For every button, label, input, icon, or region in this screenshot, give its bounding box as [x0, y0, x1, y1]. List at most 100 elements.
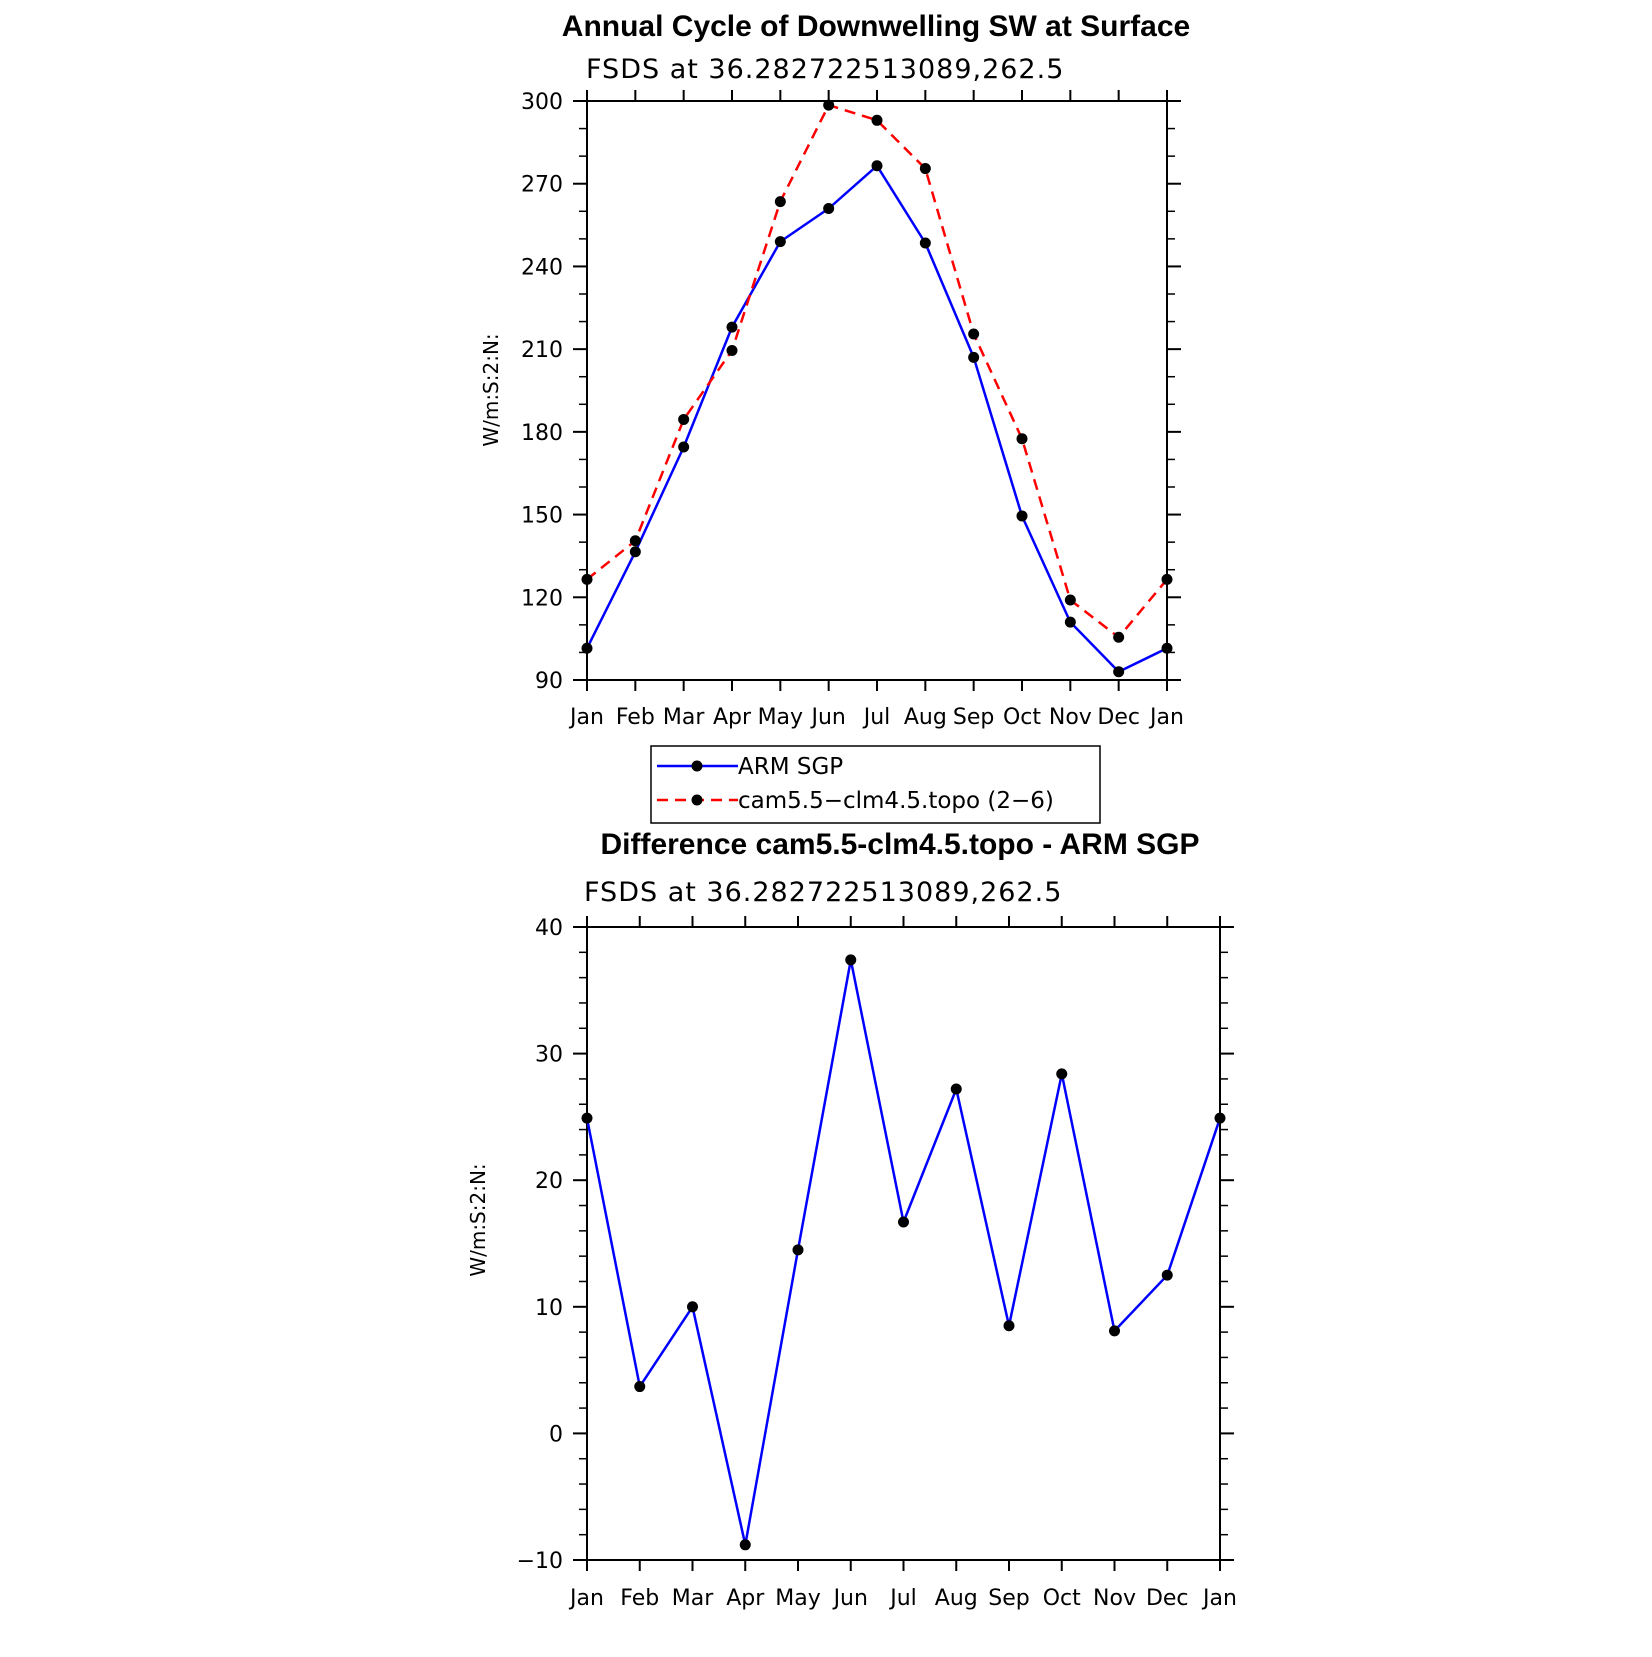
chart1-y-tick-label: 210: [521, 338, 563, 363]
chart2-series-0-point: [1161, 1269, 1173, 1281]
chart2-y-tick-label: 30: [535, 1043, 563, 1068]
chart1-y-tick-label: 300: [521, 90, 563, 115]
chart1-y-tick-label: 120: [521, 586, 563, 611]
chart2-series-0-point: [950, 1083, 962, 1095]
chart1-x-tick-label: Oct: [1003, 705, 1041, 730]
chart1-series-0-point: [629, 546, 641, 558]
chart2-series-0-point: [792, 1244, 804, 1256]
chart1-x-tick-label: Feb: [616, 705, 655, 730]
chart1-frame: [586, 100, 1168, 681]
chart1-series-0-point: [871, 160, 883, 172]
chart1-x-tick-label: Jul: [862, 705, 891, 730]
chart1-series-1-point: [726, 345, 738, 357]
chart2-x-tick-label: Jul: [888, 1586, 917, 1611]
chart2-series-0-point: [687, 1301, 698, 1313]
chart2-x-tick-label: Nov: [1093, 1586, 1136, 1611]
chart2-series-0-point: [739, 1539, 751, 1551]
chart2-frame: [586, 926, 1221, 1561]
chart2-series-0-point: [1214, 1112, 1226, 1124]
chart1-y-tick-label: 150: [521, 504, 563, 529]
chart2-x-tick-label: Jan: [1201, 1586, 1237, 1611]
chart2-x-tick-label: Dec: [1146, 1586, 1189, 1611]
chart1-series-1-point: [968, 328, 980, 340]
chart1-series-0-point: [1064, 616, 1076, 628]
chart1-series-1-point: [871, 114, 883, 126]
chart1-y-tick-label: 90: [535, 669, 563, 694]
chart1-series-1-point: [629, 535, 641, 547]
legend-label-cam: cam5.5−clm4.5.topo (2−6): [738, 788, 1054, 814]
chart2-x-tick-label: Sep: [988, 1586, 1029, 1611]
chart1-series-1-point: [1113, 631, 1125, 643]
chart1-series-1-point: [581, 573, 593, 585]
chart2-x-tick-label: Aug: [935, 1586, 978, 1611]
chart2-plot: Jan Feb Mar Apr May Jun Jul Aug Sep Oct Nov Dec Jan−…: [517, 916, 1237, 1611]
chart2-y-axis-label: W/m:S:2:N:: [466, 1163, 490, 1276]
chart2-x-tick-label: Apr: [726, 1586, 765, 1611]
chart2-y-tick-label: 20: [535, 1169, 563, 1194]
chart2-series-0-point: [845, 954, 857, 966]
chart1-legend: ARM SGP cam5.5−clm4.5.topo (2−6): [650, 745, 1101, 824]
chart1-series-0-point: [678, 441, 690, 453]
chart1-plot: Jan Feb Mar Apr May Jun Jul Aug Sep Oct Nov Dec Jan9…: [521, 90, 1184, 730]
chart1-x-tick-label: Nov: [1049, 705, 1092, 730]
chart2-title: Difference cam5.5-clm4.5.topo - ARM SGP: [600, 828, 1199, 861]
chart1-series-0-point: [919, 237, 931, 249]
chart1-series-0-point: [726, 321, 738, 333]
chart2-x-tick-label: Jan: [568, 1586, 604, 1611]
chart1-y-tick-label: 240: [521, 255, 563, 280]
chart1-series-0-point: [1113, 666, 1125, 678]
chart2-x-tick-label: Jun: [832, 1586, 868, 1611]
chart1-y-tick-label: 270: [521, 173, 563, 198]
chart1-x-tick-label: Apr: [713, 705, 752, 730]
chart1-x-tick-label: Jan: [1148, 705, 1184, 730]
chart1-series-1-point: [774, 196, 786, 208]
chart1-series-0-point: [823, 203, 835, 215]
chart2-series-0-point: [1109, 1325, 1120, 1337]
legend-label-arm-sgp: ARM SGP: [738, 754, 843, 780]
chart1-series-0-point: [968, 351, 980, 363]
chart1-series-0-point: [1016, 510, 1028, 522]
chart1-y-axis-label: W/m:S:2:N:: [479, 333, 503, 446]
chart1-series-0-point: [581, 642, 593, 654]
chart1-x-tick-label: Jan: [568, 705, 604, 730]
chart2-series-0-point: [898, 1216, 909, 1228]
chart1-title: Annual Cycle of Downwelling SW at Surfac…: [562, 10, 1190, 43]
legend-marker-arm-sgp: [691, 760, 703, 772]
legend-marker-cam: [691, 794, 703, 806]
chart1-x-tick-label: May: [758, 705, 803, 730]
chart2-series-0-point: [581, 1112, 593, 1124]
chart1-subtitle: FSDS at 36.282722513089,262.5: [586, 54, 1064, 85]
chart2-y-tick-label: 0: [549, 1422, 563, 1447]
chart1-series-1-point: [1064, 594, 1076, 606]
chart1-x-tick-label: Dec: [1097, 705, 1140, 730]
chart1-series-1-point: [823, 99, 835, 111]
chart2-series-0-point: [1003, 1320, 1015, 1332]
chart1-x-tick-label: Sep: [953, 705, 994, 730]
legend-box: [650, 745, 1101, 824]
chart2-y-tick-label: 40: [535, 916, 563, 941]
chart2-subtitle: FSDS at 36.282722513089,262.5: [584, 877, 1062, 908]
chart1-x-tick-label: Jun: [809, 705, 845, 730]
chart1-series-1-point: [1161, 573, 1173, 585]
chart1-x-tick-label: Mar: [663, 705, 705, 730]
chart1-y-tick-label: 180: [521, 421, 563, 446]
chart2-series-0-point: [1056, 1068, 1068, 1080]
chart2-x-tick-label: Oct: [1043, 1586, 1081, 1611]
chart1-series-1-line: [586, 103, 1168, 639]
chart1-series-1-point: [1016, 433, 1028, 445]
chart2-series-0-line: [585, 958, 1222, 1547]
chart2-y-tick-label: −10: [517, 1549, 563, 1574]
chart1-series-0-line: [585, 164, 1168, 673]
chart1-series-0-point: [1161, 642, 1173, 654]
chart1-series-1-point: [919, 163, 931, 175]
chart2-x-tick-label: Feb: [620, 1586, 659, 1611]
chart2-x-tick-label: May: [775, 1586, 820, 1611]
chart2-series-0-point: [634, 1381, 646, 1393]
chart1-series-1-point: [678, 413, 690, 425]
chart1-series-0-point: [774, 236, 786, 248]
chart2-y-tick-label: 10: [535, 1296, 563, 1321]
chart1-x-tick-label: Aug: [904, 705, 947, 730]
chart2-x-tick-label: Mar: [672, 1586, 714, 1611]
